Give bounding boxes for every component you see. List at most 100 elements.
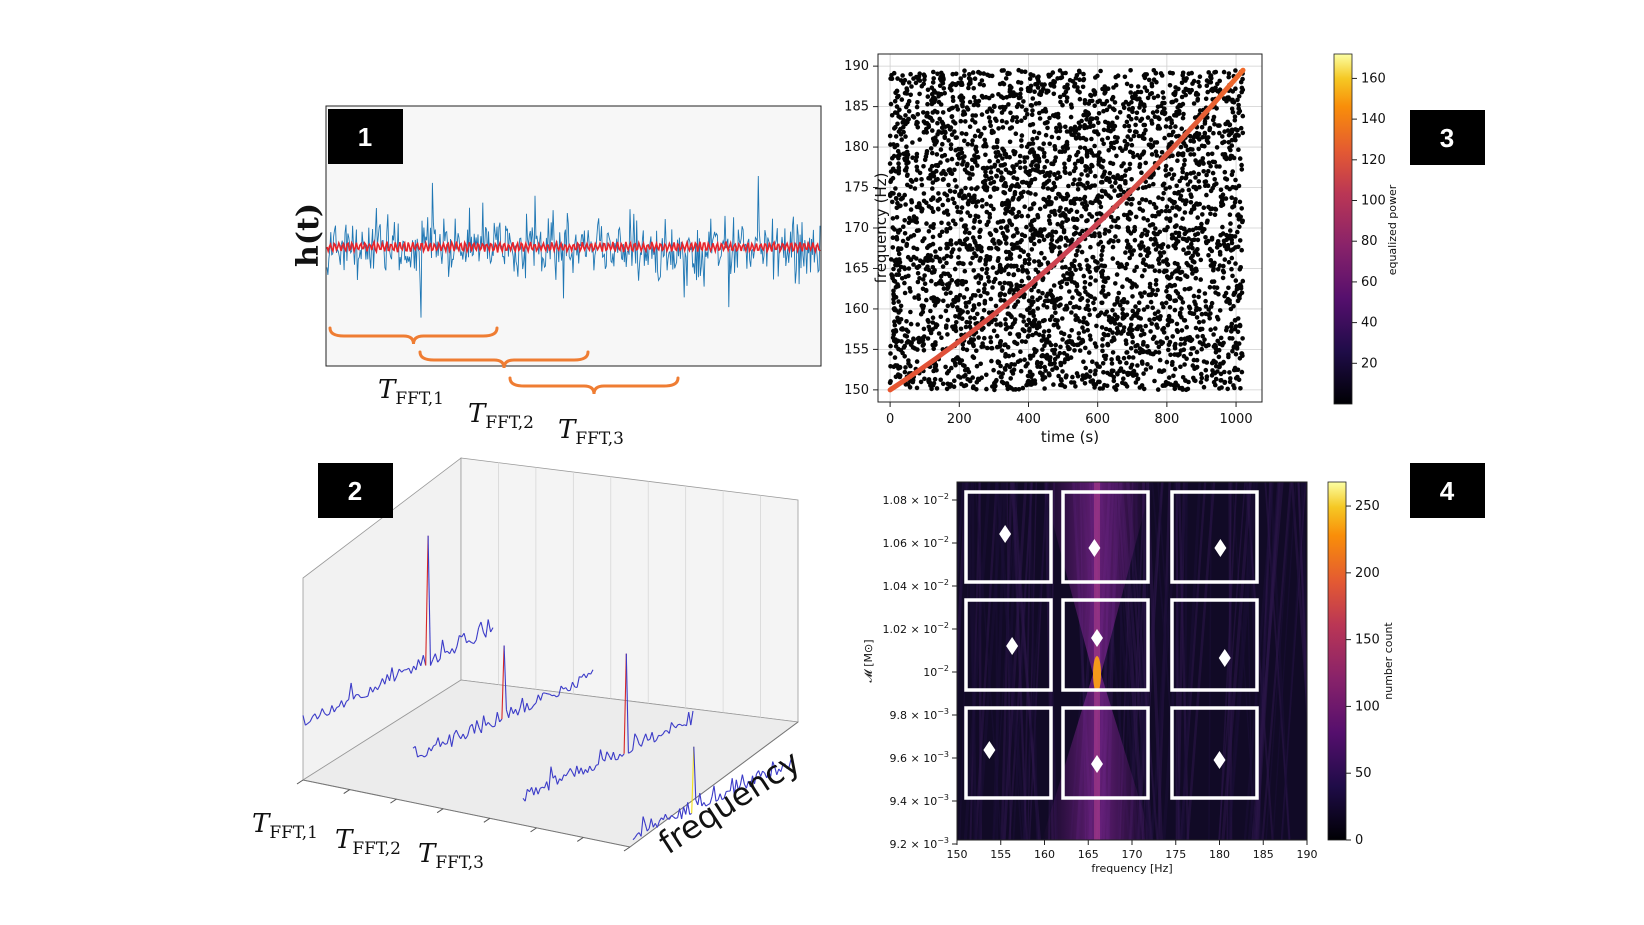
tf-point <box>1113 234 1118 239</box>
tf-point <box>1063 124 1068 130</box>
tf-point <box>1100 244 1106 250</box>
tf-point <box>1086 350 1092 355</box>
tf-point <box>998 240 1003 245</box>
tf-point <box>1102 101 1107 107</box>
tf-point <box>1232 117 1238 123</box>
tf-point <box>1072 161 1078 167</box>
tf-point <box>902 369 908 375</box>
waterfall-trace-segment <box>721 797 725 801</box>
tf-point <box>949 277 955 283</box>
tf-point <box>1189 238 1195 243</box>
waterfall-trace-segment <box>381 678 386 685</box>
tf-point <box>888 351 893 356</box>
tf-point <box>1087 98 1093 104</box>
tf-point <box>1229 328 1234 333</box>
tf-point <box>987 158 992 164</box>
tf-point <box>1230 169 1235 174</box>
tf-point <box>1208 79 1214 85</box>
tf-point <box>964 163 970 169</box>
tf-point <box>1081 112 1086 118</box>
tf-point <box>950 218 956 224</box>
tf-point <box>1128 231 1134 236</box>
waterfall-trace-segment <box>717 793 721 801</box>
fft-brace-3 <box>508 376 680 395</box>
tf-point <box>993 276 998 282</box>
tf-point <box>1090 359 1095 365</box>
waterfall-trace-segment <box>336 705 340 708</box>
tf-point <box>906 80 912 85</box>
tf-point <box>915 265 920 271</box>
tf-point <box>1185 87 1190 93</box>
tf-point <box>893 339 899 345</box>
waterfall-trace-segment <box>490 724 494 728</box>
tf-point <box>1058 362 1064 368</box>
tf-point <box>1203 179 1209 184</box>
tf-point <box>895 121 900 127</box>
tf-point <box>951 384 957 390</box>
tf-point <box>986 321 992 327</box>
tf-point <box>1118 303 1123 308</box>
tf-point <box>1090 254 1095 260</box>
tf-point <box>903 365 908 370</box>
tf-point <box>911 245 916 251</box>
waterfall-trace-segment <box>681 806 685 820</box>
tf-point <box>1211 371 1216 376</box>
waterfall-trace-segment <box>501 645 505 720</box>
waterfall-trace-segment <box>558 685 562 696</box>
tf-point <box>906 160 911 165</box>
tf-point <box>920 338 926 343</box>
waterfall-trace-segment <box>651 732 655 743</box>
waterfall-trace-segment <box>468 640 472 643</box>
tf-point <box>1169 140 1174 145</box>
tf-point <box>1097 98 1102 104</box>
tf-point <box>1083 207 1089 212</box>
tf-point <box>1183 273 1188 278</box>
tf-point <box>1097 364 1102 370</box>
tf-point <box>998 297 1004 303</box>
tf-point <box>896 192 902 197</box>
tf-point <box>932 376 938 382</box>
tf-point <box>962 154 967 159</box>
tf-point <box>1164 204 1170 209</box>
tf-point <box>1148 365 1154 370</box>
hough-ytick-label: 10−2 <box>923 664 949 679</box>
tf-point <box>1043 181 1048 186</box>
tf-point <box>994 173 999 179</box>
hough-marker <box>1213 751 1226 769</box>
tf-point <box>943 308 949 314</box>
tf-point <box>948 254 954 259</box>
tf-point <box>1016 95 1022 101</box>
tf-point <box>890 273 895 279</box>
tf-point <box>946 138 951 143</box>
waterfall-trace-segment <box>437 658 441 663</box>
tf-point <box>1229 255 1235 261</box>
tf-point <box>893 328 898 333</box>
tf-point <box>1063 243 1068 248</box>
tf-point <box>987 176 992 182</box>
tf-point <box>895 153 901 159</box>
tf-point <box>977 234 982 240</box>
tf-point <box>938 160 943 165</box>
tf-point <box>950 324 955 330</box>
tf-point <box>1179 94 1185 100</box>
tf-point <box>1214 314 1220 320</box>
tf-point <box>1204 220 1210 225</box>
tf-point <box>1172 282 1178 288</box>
tf-point <box>1178 144 1184 150</box>
tf-point <box>966 369 972 375</box>
tf-point <box>1157 357 1163 363</box>
tf-point <box>937 116 942 122</box>
tf-point <box>1239 206 1244 211</box>
tf-point <box>1201 205 1207 210</box>
tf-point <box>912 295 917 300</box>
tf-point <box>1169 176 1175 181</box>
tf-point <box>1070 181 1076 187</box>
tf-point <box>1152 311 1158 317</box>
tf-point <box>1092 296 1098 302</box>
tf-point <box>1083 306 1089 312</box>
tf-point <box>895 228 901 234</box>
tf-point <box>1028 103 1034 108</box>
tf-point <box>1122 123 1127 129</box>
waterfall-trace-segment <box>314 713 318 720</box>
tf-point <box>930 180 936 185</box>
